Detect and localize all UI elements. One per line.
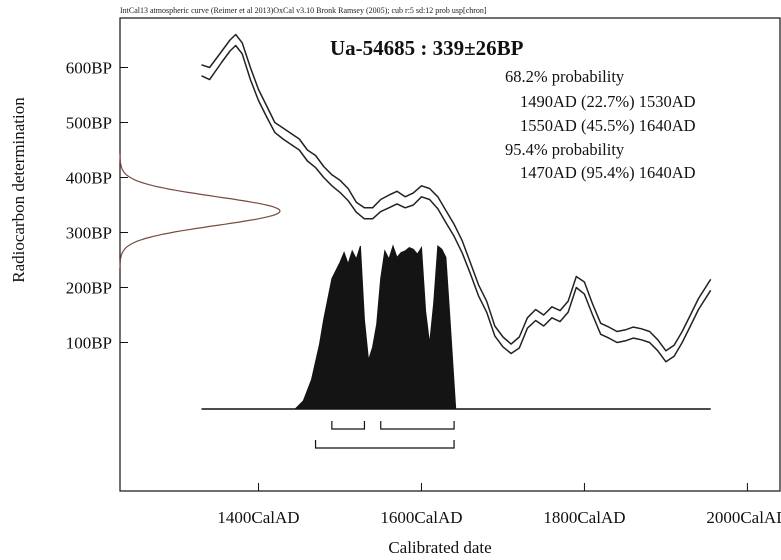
range-68-bracket xyxy=(331,421,366,430)
x-tick-label: 2000CalAD xyxy=(706,508,781,527)
range-95-bracket xyxy=(314,440,455,449)
sample-title: Ua-54685 : 339±26BP xyxy=(330,36,524,60)
x-tick-label: 1600CalAD xyxy=(380,508,462,527)
probability-line: 1550AD (45.5%) 1640AD xyxy=(520,116,696,135)
chart-header: IntCal13 atmospheric curve (Reimer et al… xyxy=(120,6,487,15)
plot-frame xyxy=(119,17,781,492)
y-axis-title: Radiocarbon determination xyxy=(9,97,28,283)
y-tick-label: 500BP xyxy=(66,114,112,133)
probability-line: 95.4% probability xyxy=(505,140,625,159)
calibration-curve-lower xyxy=(201,44,712,363)
x-tick-label: 1800CalAD xyxy=(543,508,625,527)
y-tick-label: 200BP xyxy=(66,279,112,298)
calibrated-distribution xyxy=(293,244,457,410)
y-tick-label: 400BP xyxy=(66,169,112,188)
y-tick-label: 600BP xyxy=(66,59,112,78)
range-68-bracket xyxy=(380,421,455,430)
calibration-curve-upper xyxy=(201,33,712,352)
probability-line: 1490AD (22.7%) 1530AD xyxy=(520,92,696,111)
probability-line: 68.2% probability xyxy=(505,67,625,86)
y-tick-label: 100BP xyxy=(66,334,112,353)
measured-date-distribution xyxy=(119,153,281,269)
x-axis-title: Calibrated date xyxy=(388,538,491,557)
probability-line: 1470AD (95.4%) 1640AD xyxy=(520,163,696,182)
y-tick-label: 300BP xyxy=(66,224,112,243)
x-tick-label: 1400CalAD xyxy=(217,508,299,527)
